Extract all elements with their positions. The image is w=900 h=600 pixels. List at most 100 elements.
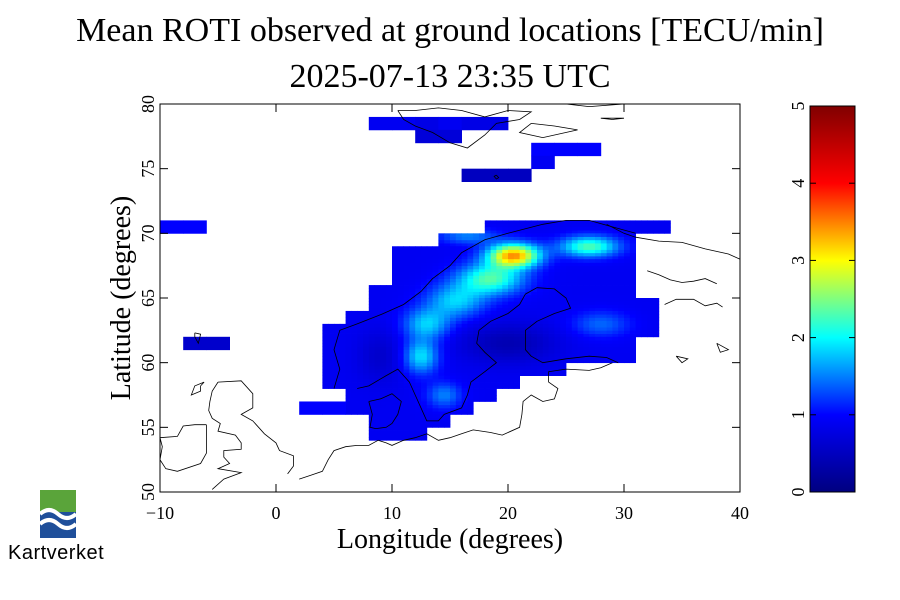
roti-cell — [461, 391, 468, 396]
roti-cell — [403, 395, 410, 399]
roti-cell — [461, 375, 468, 380]
roti-cell — [600, 323, 607, 328]
roti-cell — [397, 333, 404, 338]
roti-cell — [351, 349, 358, 354]
roti-cell — [537, 233, 544, 237]
roti-cell — [560, 310, 567, 315]
roti-cell — [490, 385, 497, 389]
roti-cell — [548, 268, 555, 273]
roti-cell — [635, 320, 642, 325]
roti-cell — [548, 252, 555, 257]
roti-cell — [508, 230, 515, 234]
roti-cell — [618, 314, 625, 318]
roti-cell — [473, 346, 480, 351]
roti-cell — [392, 246, 399, 250]
roti-cell — [473, 249, 480, 254]
roti-cell — [519, 340, 526, 344]
roti-cell — [380, 372, 387, 376]
roti-cell — [531, 278, 538, 283]
roti-cell — [334, 362, 341, 367]
roti-cell — [380, 343, 387, 347]
roti-cell — [345, 333, 352, 338]
roti-cell — [577, 278, 584, 283]
roti-cell — [653, 223, 660, 228]
roti-cell — [624, 220, 631, 225]
roti-cell — [519, 291, 526, 296]
roti-cell — [339, 330, 346, 334]
roti-cell — [629, 291, 636, 296]
roti-cell — [548, 255, 555, 260]
roti-cell — [583, 327, 590, 331]
roti-cell — [479, 385, 486, 389]
roti-cell — [618, 291, 625, 296]
roti-cell — [554, 265, 561, 270]
roti-cell — [415, 349, 422, 354]
roti-cell — [566, 230, 573, 234]
roti-cell — [508, 333, 515, 338]
roti-cell — [595, 294, 602, 299]
roti-cell — [392, 272, 399, 276]
roti-cell — [502, 252, 509, 257]
roti-cell — [548, 340, 555, 344]
roti-cell — [647, 220, 654, 225]
roti-cell — [339, 343, 346, 347]
roti-cell — [328, 336, 335, 341]
roti-cell — [397, 268, 404, 273]
roti-cell — [508, 349, 515, 354]
roti-cell — [409, 268, 416, 273]
roti-cell — [508, 310, 515, 315]
roti-cell — [444, 310, 451, 315]
roti-cell — [508, 372, 515, 376]
roti-cell — [455, 323, 462, 328]
roti-cell — [571, 259, 578, 263]
roti-cell — [473, 285, 480, 289]
roti-cell — [566, 285, 573, 289]
roti-cell — [484, 298, 491, 302]
roti-cell — [409, 382, 416, 386]
roti-cell — [629, 356, 636, 360]
roti-cell — [600, 304, 607, 309]
roti-cell — [421, 407, 428, 412]
roti-cell — [386, 333, 393, 338]
roti-cell — [496, 359, 503, 364]
roti-cell — [606, 298, 613, 302]
roti-cell — [513, 291, 520, 296]
roti-cell — [397, 336, 404, 341]
roti-cell — [455, 233, 462, 237]
roti-cell — [624, 294, 631, 299]
roti-cell — [438, 372, 445, 376]
roti-cell — [560, 291, 567, 296]
roti-cell — [484, 372, 491, 376]
roti-cell — [444, 372, 451, 376]
roti-cell — [566, 243, 573, 247]
roti-cell — [560, 356, 567, 360]
roti-cell — [490, 340, 497, 344]
roti-cell — [595, 307, 602, 312]
roti-cell — [629, 294, 636, 299]
roti-cell — [409, 298, 416, 302]
roti-cell — [531, 243, 538, 247]
roti-cell — [496, 352, 503, 357]
roti-cell — [374, 327, 381, 331]
roti-cell — [368, 362, 375, 367]
y-tick-label: 70 — [138, 224, 158, 242]
roti-cell — [432, 285, 439, 289]
roti-cell — [380, 314, 387, 318]
roti-cell — [635, 310, 642, 315]
roti-cell — [455, 382, 462, 386]
roti-cell — [629, 352, 636, 357]
roti-cell — [363, 398, 370, 402]
roti-cell — [374, 301, 381, 305]
roti-cell — [542, 294, 549, 299]
roti-cell — [415, 336, 422, 341]
roti-cell — [363, 369, 370, 373]
roti-cell — [380, 391, 387, 396]
roti-cell — [525, 349, 532, 354]
roti-cell — [508, 352, 515, 357]
roti-cell — [542, 336, 549, 341]
roti-cell — [403, 359, 410, 364]
roti-cell — [490, 327, 497, 331]
roti-cell — [426, 375, 433, 380]
roti-cell — [589, 356, 596, 360]
roti-cell — [334, 343, 341, 347]
